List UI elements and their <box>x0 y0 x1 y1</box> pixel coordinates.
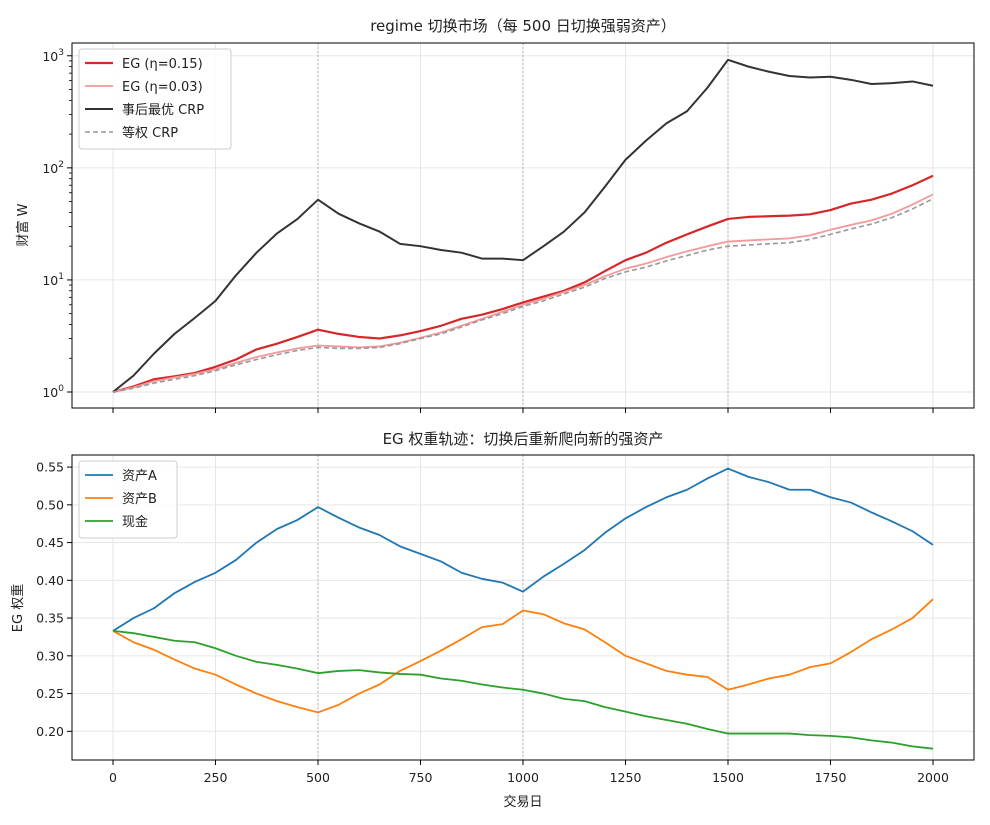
x-tick-label: 1000 <box>507 770 539 785</box>
legend: 资产A 资产B 现金 <box>78 460 178 539</box>
x-tick-label: 1750 <box>815 770 847 785</box>
series-line-eg-0-15 <box>112 174 934 394</box>
chart-title: regime 切换市场（每 500 日切换强弱资产） <box>370 17 676 35</box>
series-line-series-2 <box>112 630 934 750</box>
legend-label: 资产B <box>122 492 157 507</box>
x-ticks: 0 250 500 750 1000 1250 1500 1750 2000 <box>109 760 949 785</box>
series-lines <box>112 467 934 750</box>
y-tick-label: 101 <box>42 272 64 288</box>
legend-label: EG (η=0.15) <box>122 57 203 72</box>
y-tick-label: 0.50 <box>36 497 64 512</box>
x-tick-label: 750 <box>409 770 433 785</box>
series-line-b <box>112 598 934 714</box>
x-ticks <box>112 408 934 413</box>
x-tick-label: 500 <box>306 770 330 785</box>
y-tick-label: 0.35 <box>36 611 64 626</box>
y-axis-label: EG 权重 <box>10 584 26 632</box>
x-tick-label: 0 <box>109 770 117 785</box>
y-tick-label: 0.25 <box>36 686 64 701</box>
y-tick-label: 103 <box>42 48 64 64</box>
legend-label: 事后最优 CRP <box>122 103 204 118</box>
legend-box <box>78 48 232 150</box>
series-line-crp <box>112 198 934 393</box>
x-tick-label: 2000 <box>917 770 949 785</box>
y-tick-label: 0.55 <box>36 460 64 475</box>
legend-label: 等权 CRP <box>122 125 178 141</box>
chart-title: EG 权重轨迹：切换后重新爬向新的强资产 <box>383 430 664 448</box>
y-tick-label: 0.45 <box>36 535 64 550</box>
weights-chart: 0 250 500 750 1000 1250 1500 1750 2000 0.200.250… <box>10 430 975 810</box>
legend-label: 资产A <box>122 469 157 484</box>
y-ticks: 100 101 102 103 <box>42 48 72 400</box>
x-axis-label: 交易日 <box>503 794 542 810</box>
y-tick-label: 0.30 <box>36 648 64 663</box>
y-axis-label: 财富 W <box>15 203 31 246</box>
legend-box <box>78 460 178 539</box>
regime-switch-lines <box>317 455 729 760</box>
legend: EG (η=0.15) EG (η=0.03) 事后最优 CRP 等权 CRP <box>78 48 232 150</box>
series-line-eg-0-03 <box>112 193 934 393</box>
y-tick-label: 0.20 <box>36 724 64 739</box>
y-tick-label: 100 <box>42 384 64 400</box>
x-tick-label: 1500 <box>712 770 744 785</box>
x-tick-label: 1250 <box>610 770 642 785</box>
series-line-a <box>112 467 934 632</box>
y-ticks: 0.20 0.25 0.30 0.35 0.40 0.45 0.50 0.55 <box>36 460 72 739</box>
y-tick-label: 0.40 <box>36 573 64 588</box>
series-lines <box>112 58 934 394</box>
x-tick-label: 250 <box>204 770 228 785</box>
legend-label: EG (η=0.03) <box>122 80 203 95</box>
series-line-crp <box>112 58 934 393</box>
legend-label: 现金 <box>122 514 148 530</box>
y-tick-label: 102 <box>42 160 64 176</box>
